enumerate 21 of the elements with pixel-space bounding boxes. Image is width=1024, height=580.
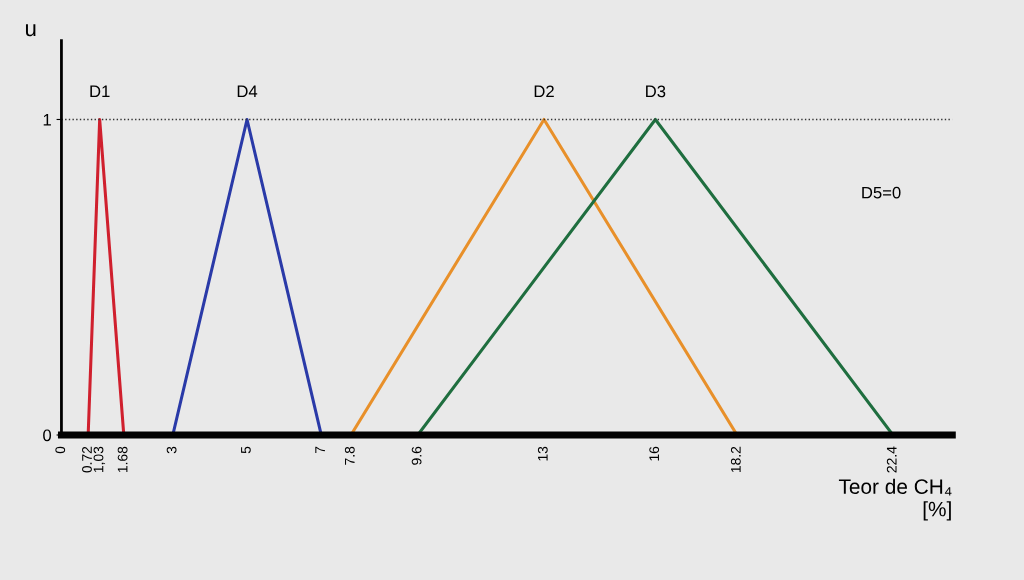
- x-tick-label: 0: [55, 446, 66, 454]
- x-tick-label: 1,03: [93, 446, 106, 473]
- x-tick-label: 1.68: [117, 446, 128, 473]
- x-tick-label: 7.8: [344, 446, 355, 465]
- series-label: D3: [646, 85, 666, 98]
- x-tick-label: 0.72: [82, 446, 92, 473]
- x-tick-label: 3: [166, 446, 177, 454]
- x-tick-label: 13: [537, 446, 548, 461]
- series-label: D4: [237, 85, 258, 98]
- y-tick-label: 1: [43, 114, 51, 126]
- series-label: D1: [90, 85, 110, 98]
- x-tick-label: 22.4: [886, 446, 897, 473]
- x-axis-title: Teor de CH₄ [%]: [838, 478, 952, 521]
- x-tick-label: 5: [241, 446, 251, 454]
- x-tick-label: 16: [649, 446, 660, 461]
- x-tick-label: 7: [315, 446, 325, 454]
- series-label: D2: [534, 85, 554, 98]
- x-tick-label: 18.2: [730, 446, 741, 473]
- annotation: D5=0: [862, 186, 901, 199]
- y-axis-title: u: [25, 24, 36, 37]
- x-tick-label: 9.6: [411, 446, 422, 465]
